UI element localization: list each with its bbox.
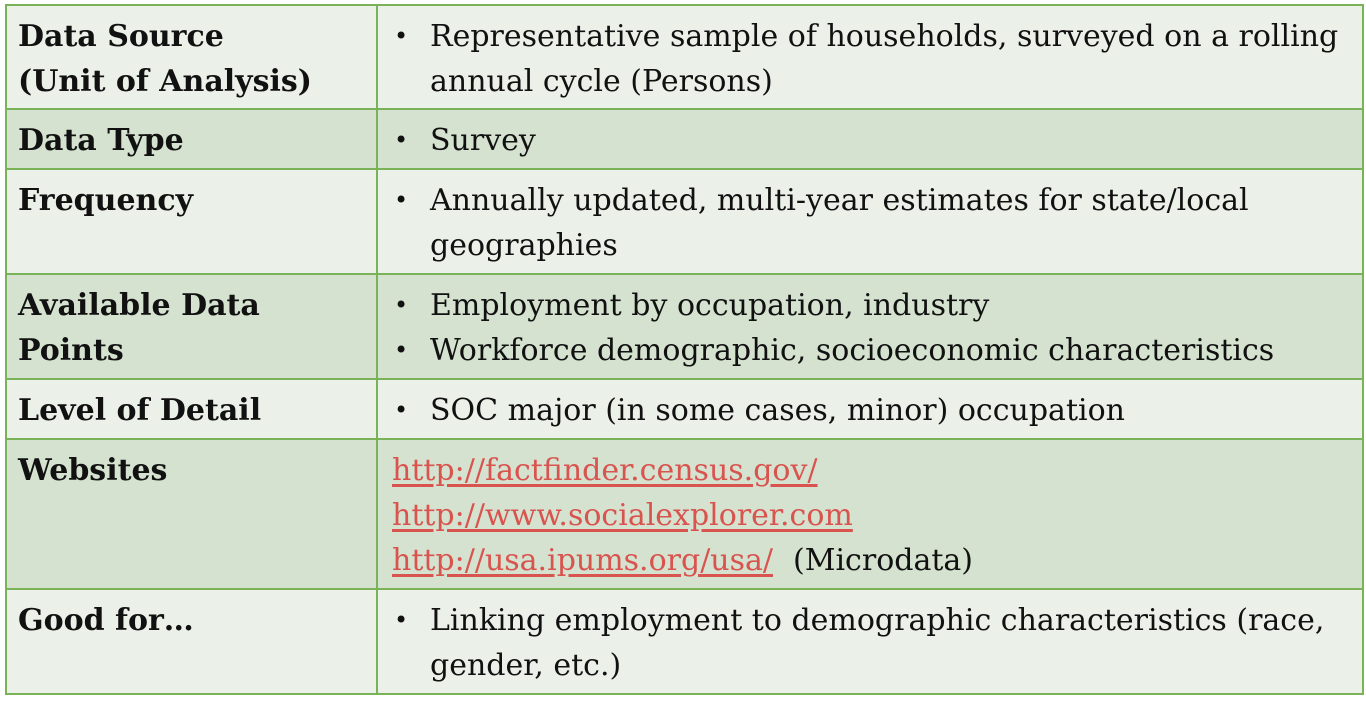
table-row-data-type: Data Type • Survey: [5, 108, 1364, 170]
list-item-text: SOC major (in some cases, minor) occupat…: [430, 393, 1125, 428]
table-row-data-source: Data Source (Unit of Analysis) • Represe…: [5, 4, 1364, 110]
link-note: (Microdata): [793, 543, 973, 578]
table-row-good-for: Good for… • Linking employment to demogr…: [5, 588, 1364, 695]
row-value-good-for: • Linking employment to demographic char…: [376, 588, 1364, 695]
bullet-icon: •: [394, 396, 409, 424]
list-item-text: Annually updated, multi-year estimates f…: [430, 183, 1249, 263]
row-value-data-type: • Survey: [376, 108, 1364, 170]
list-item-text: Representative sample of households, sur…: [430, 19, 1339, 99]
row-label-websites: Websites: [5, 438, 378, 590]
row-label-line: Data Source: [18, 19, 224, 54]
bullet-icon: •: [394, 126, 409, 154]
list-item: • Employment by occupation, industry: [392, 283, 1352, 328]
row-label-data-type: Data Type: [5, 108, 378, 170]
list-item-text: Workforce demographic, socioeconomic cha…: [430, 333, 1275, 368]
list-item-text: Survey: [430, 123, 536, 158]
row-label-level-of-detail: Level of Detail: [5, 378, 378, 440]
bullet-list: • Linking employment to demographic char…: [392, 598, 1352, 688]
bullet-icon: •: [394, 291, 409, 319]
row-label-line: Points: [18, 333, 124, 368]
bullet-icon: •: [394, 606, 409, 634]
bullet-list: • Survey: [392, 118, 1352, 163]
list-item: • SOC major (in some cases, minor) occup…: [392, 388, 1352, 433]
data-source-table-container: Data Source (Unit of Analysis) • Represe…: [5, 4, 1364, 695]
list-item: • Workforce demographic, socioeconomic c…: [392, 328, 1352, 373]
row-label-available-data-points: Available Data Points: [5, 273, 378, 380]
data-source-table: Data Source (Unit of Analysis) • Represe…: [5, 4, 1364, 695]
list-item-text: Linking employment to demographic charac…: [430, 603, 1325, 683]
bullet-list: • Annually updated, multi-year estimates…: [392, 178, 1352, 268]
row-value-data-source: • Representative sample of households, s…: [376, 4, 1364, 110]
list-item-text: Employment by occupation, industry: [430, 288, 990, 323]
row-value-frequency: • Annually updated, multi-year estimates…: [376, 168, 1364, 275]
row-value-level-of-detail: • SOC major (in some cases, minor) occup…: [376, 378, 1364, 440]
bullet-icon: •: [394, 186, 409, 214]
row-label-line: (Unit of Analysis): [18, 64, 312, 99]
table-row-websites: Websites http://factfinder.census.gov/ h…: [5, 438, 1364, 590]
bullet-icon: •: [394, 22, 409, 50]
link-ipums[interactable]: http://usa.ipums.org/usa/: [392, 543, 774, 578]
row-value-websites: http://factfinder.census.gov/ http://www…: [376, 438, 1364, 590]
row-label-good-for: Good for…: [5, 588, 378, 695]
table-row-available-data-points: Available Data Points • Employment by oc…: [5, 273, 1364, 380]
link-factfinder[interactable]: http://factfinder.census.gov/: [392, 453, 818, 488]
row-label-frequency: Frequency: [5, 168, 378, 275]
bullet-list: • Representative sample of households, s…: [392, 14, 1352, 104]
row-value-available-data-points: • Employment by occupation, industry • W…: [376, 273, 1364, 380]
bullet-list: • SOC major (in some cases, minor) occup…: [392, 388, 1352, 433]
row-label-line: Available Data: [18, 288, 260, 323]
list-item: • Representative sample of households, s…: [392, 14, 1352, 104]
list-item: • Linking employment to demographic char…: [392, 598, 1352, 688]
row-label-data-source: Data Source (Unit of Analysis): [5, 4, 378, 110]
table-row-frequency: Frequency • Annually updated, multi-year…: [5, 168, 1364, 275]
list-item: • Survey: [392, 118, 1352, 163]
table-row-level-of-detail: Level of Detail • SOC major (in some cas…: [5, 378, 1364, 440]
bullet-list: • Employment by occupation, industry • W…: [392, 283, 1352, 373]
link-socialexplorer[interactable]: http://www.socialexplorer.com: [392, 498, 853, 533]
list-item: • Annually updated, multi-year estimates…: [392, 178, 1352, 268]
bullet-icon: •: [394, 336, 409, 364]
